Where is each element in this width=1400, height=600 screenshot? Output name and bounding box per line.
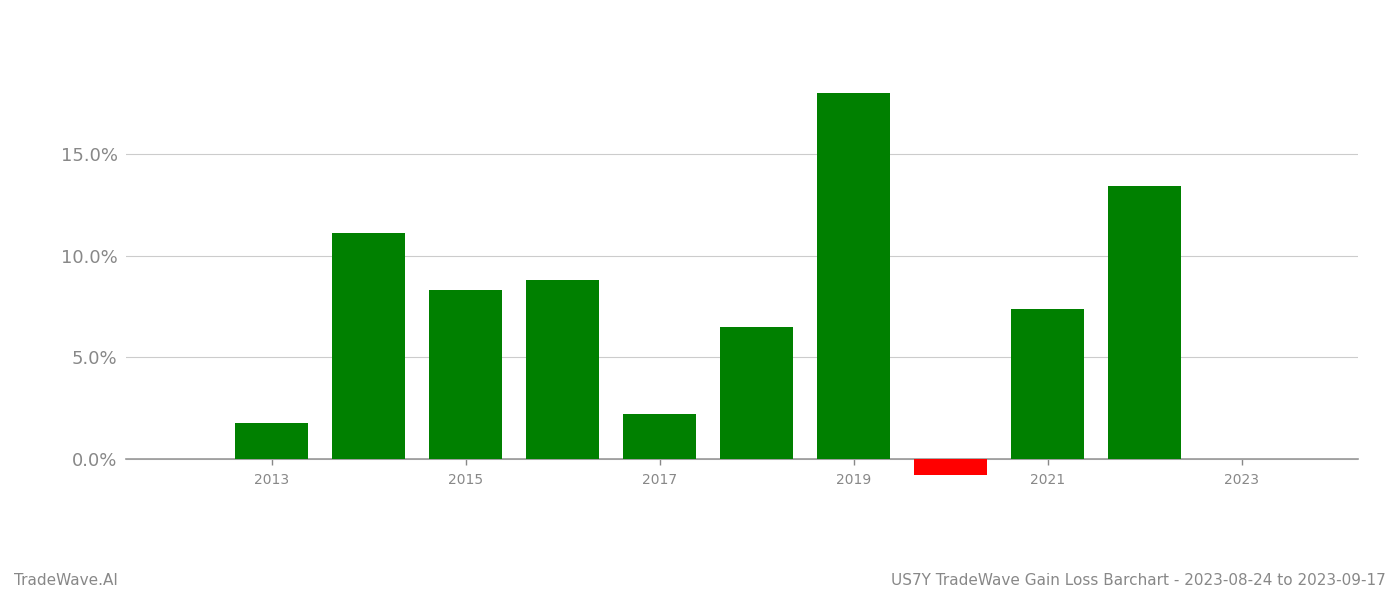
Bar bbox=[1011, 308, 1084, 459]
Bar bbox=[526, 280, 599, 459]
Bar bbox=[235, 422, 308, 459]
Bar bbox=[720, 327, 792, 459]
Bar bbox=[1109, 187, 1182, 459]
Bar bbox=[818, 93, 890, 459]
Text: US7Y TradeWave Gain Loss Barchart - 2023-08-24 to 2023-09-17: US7Y TradeWave Gain Loss Barchart - 2023… bbox=[892, 573, 1386, 588]
Bar bbox=[623, 415, 696, 459]
Bar bbox=[914, 459, 987, 475]
Bar bbox=[332, 233, 405, 459]
Text: TradeWave.AI: TradeWave.AI bbox=[14, 573, 118, 588]
Bar bbox=[430, 290, 503, 459]
